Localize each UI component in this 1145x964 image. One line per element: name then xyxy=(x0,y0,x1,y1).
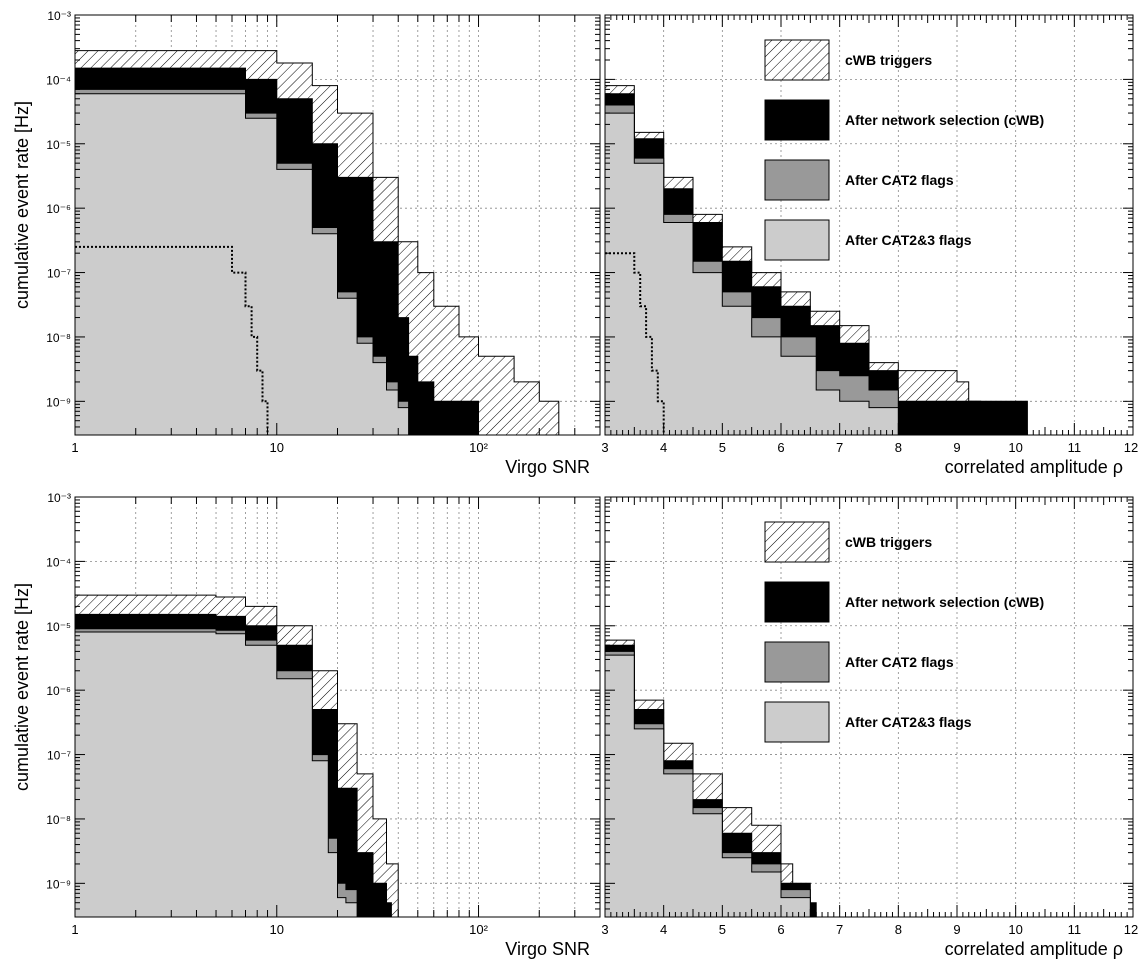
y-ticks xyxy=(605,499,1133,918)
legend-label: After CAT2&3 flags xyxy=(845,714,972,730)
x-axis-label: Virgo SNR xyxy=(505,939,590,959)
y-tick-label: 10⁻⁷ xyxy=(47,749,71,763)
x-tick-label: 8 xyxy=(895,922,902,937)
series-cat23 xyxy=(605,112,899,435)
x-ticks xyxy=(74,15,601,435)
y-tick-label: 10⁻⁹ xyxy=(46,877,71,891)
x-tick-label: 3 xyxy=(601,922,608,937)
legend-label: After CAT2 flags xyxy=(845,654,954,670)
y-tick-label: 10⁻⁵ xyxy=(46,620,71,634)
y-tick-label: 10⁻⁸ xyxy=(46,331,71,345)
legend-swatch-network xyxy=(764,581,830,623)
y-tick-label: 10⁻⁹ xyxy=(46,395,71,409)
y-tick-label: 10⁻⁸ xyxy=(46,813,71,827)
series-group xyxy=(605,639,817,917)
legend: cWB triggers After network selection (cWB… xyxy=(764,521,1044,743)
x-tick-label: 5 xyxy=(719,440,726,455)
x-tick-label: 4 xyxy=(660,922,667,937)
x-ticks xyxy=(74,497,601,917)
x-tick-label: 10 xyxy=(1008,922,1022,937)
x-tick-label: 10² xyxy=(469,440,488,455)
legend-label: cWB triggers xyxy=(845,52,932,68)
panel-bottom-left: 1 10 10² 10⁻⁹ 10⁻⁸ 10⁻⁷ 10⁻⁶ 10⁻⁵ 10⁻⁴ 10⁻³ Virgo … xyxy=(12,491,601,959)
legend-label: cWB triggers xyxy=(845,534,932,550)
series-group xyxy=(75,50,560,435)
y-ticks xyxy=(605,17,1133,436)
x-tick-label: 10² xyxy=(469,922,488,937)
legend-swatch-cat23 xyxy=(764,701,830,743)
x-ticks xyxy=(604,15,1134,435)
y-tick-label: 10⁻⁷ xyxy=(47,267,71,281)
y-tick-label: 10⁻⁴ xyxy=(46,555,71,569)
series-group xyxy=(605,85,1028,435)
legend-label: After network selection (cWB) xyxy=(845,594,1044,610)
x-tick-label: 12 xyxy=(1124,440,1138,455)
x-tick-label: 7 xyxy=(836,440,843,455)
legend-label: After network selection (cWB) xyxy=(845,112,1044,128)
panel-top-left: 1 10 10² 10⁻⁹ 10⁻⁸ 10⁻⁷ 10⁻⁶ 10⁻⁵ 10⁻⁴ 10⁻³ Virgo … xyxy=(12,9,601,477)
legend-swatch-hatched xyxy=(764,39,830,81)
x-ticks xyxy=(604,497,1134,917)
legend-swatch-cat2 xyxy=(764,641,830,683)
x-tick-label: 11 xyxy=(1068,922,1082,937)
y-tick-label: 10⁻⁶ xyxy=(46,684,71,698)
legend-swatch-cat2 xyxy=(764,159,830,201)
x-tick-label: 1 xyxy=(71,440,78,455)
x-tick-label: 7 xyxy=(836,922,843,937)
series-dotted xyxy=(605,252,665,435)
x-tick-label: 10 xyxy=(1008,440,1022,455)
legend-swatch-cat23 xyxy=(764,219,830,261)
y-tick-label: 10⁻⁵ xyxy=(46,138,71,152)
legend: cWB triggers After network selection (cWB… xyxy=(764,39,1044,261)
x-tick-label: 8 xyxy=(895,440,902,455)
y-tick-label: 10⁻⁴ xyxy=(46,73,71,87)
x-tick-label: 3 xyxy=(601,440,608,455)
x-tick-label: 9 xyxy=(953,440,960,455)
series-cat23 xyxy=(75,93,410,435)
legend-swatch-network xyxy=(764,99,830,141)
legend-label: After CAT2 flags xyxy=(845,172,954,188)
series-cat23 xyxy=(605,654,811,917)
y-axis-label: cumulative event rate [Hz] xyxy=(12,101,32,309)
y-tick-label: 10⁻⁶ xyxy=(46,202,71,216)
x-axis-label: correlated amplitude ρ xyxy=(945,457,1123,477)
x-tick-label: 11 xyxy=(1068,440,1082,455)
x-tick-label: 10 xyxy=(270,922,284,937)
series-dotted xyxy=(75,245,269,435)
legend-label: After CAT2&3 flags xyxy=(845,232,972,248)
x-tick-label: 10 xyxy=(270,440,284,455)
y-tick-label: 10⁻³ xyxy=(47,491,71,505)
y-axis-label: cumulative event rate [Hz] xyxy=(12,583,32,791)
x-axis-label: correlated amplitude ρ xyxy=(945,939,1123,959)
y-ticks xyxy=(75,499,600,918)
x-tick-label: 12 xyxy=(1124,922,1138,937)
legend-swatch-hatched xyxy=(764,521,830,563)
series-group xyxy=(75,594,399,917)
x-tick-label: 4 xyxy=(660,440,667,455)
x-tick-label: 9 xyxy=(953,922,960,937)
x-tick-label: 1 xyxy=(71,922,78,937)
x-tick-label: 6 xyxy=(777,922,784,937)
series-cat23 xyxy=(75,631,358,917)
x-tick-label: 5 xyxy=(719,922,726,937)
y-ticks xyxy=(75,17,600,436)
x-tick-label: 6 xyxy=(777,440,784,455)
y-tick-label: 10⁻³ xyxy=(47,9,71,23)
x-axis-label: Virgo SNR xyxy=(505,457,590,477)
